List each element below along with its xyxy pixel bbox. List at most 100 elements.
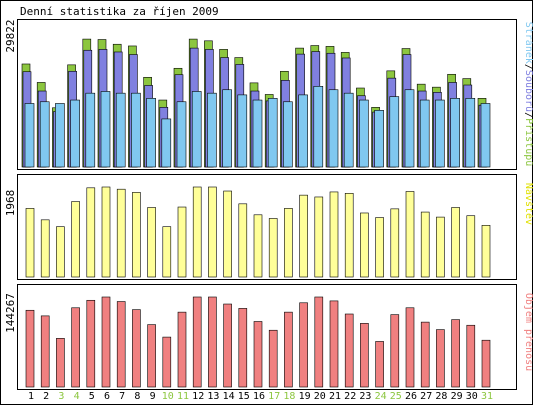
bar-pages-day-25 (389, 96, 400, 168)
bar-visits-day-21 (329, 191, 339, 278)
bar-visits-day-16 (253, 214, 263, 278)
bar-pages-day-15 (237, 94, 248, 168)
x-label-day-23: 23 (359, 391, 371, 402)
bar-volume-day-29 (451, 319, 460, 388)
legend-top: Stránek/Souborů/Přístupů (523, 22, 533, 167)
bar-visits-day-11 (177, 206, 187, 278)
x-label-day-7: 7 (119, 391, 125, 402)
x-label-day-15: 15 (238, 391, 250, 402)
bar-volume-day-19 (299, 302, 308, 388)
bar-visits-day-30 (466, 215, 476, 278)
x-label-day-11: 11 (177, 391, 189, 402)
bar-volume-day-3 (56, 338, 65, 388)
x-label-day-5: 5 (89, 391, 95, 402)
bar-visits-day-2 (40, 219, 50, 278)
legend-top-part-5: Přístupů (523, 118, 533, 166)
bar-pages-day-10 (161, 118, 172, 168)
x-label-day-22: 22 (344, 391, 356, 402)
x-label-day-30: 30 (466, 391, 478, 402)
bar-visits-day-28 (436, 216, 445, 278)
bar-volume-day-9 (147, 324, 156, 388)
bar-pages-day-12 (191, 91, 202, 168)
bar-visits-day-22 (344, 193, 354, 278)
bar-volume-day-2 (40, 315, 50, 388)
bar-pages-day-19 (298, 94, 308, 168)
x-label-day-19: 19 (299, 391, 311, 402)
chart-title: Denní statistika za říjen 2009 (20, 5, 219, 18)
bar-visits-day-13 (208, 186, 217, 278)
x-label-day-28: 28 (435, 391, 447, 402)
x-label-day-24: 24 (375, 391, 387, 402)
x-label-day-10: 10 (162, 391, 174, 402)
bar-visits-day-26 (405, 191, 415, 278)
bar-visits-day-3 (56, 226, 65, 278)
bar-volume-day-26 (405, 307, 415, 388)
panel-frame-3 (17, 284, 517, 390)
x-label-day-1: 1 (28, 391, 34, 402)
bar-visits-day-24 (375, 217, 384, 278)
x-label-day-17: 17 (268, 391, 280, 402)
legend-top-part-3: Souborů (523, 70, 533, 112)
bar-volume-day-11 (177, 311, 187, 388)
bar-volume-day-10 (162, 336, 172, 388)
bar-visits-day-9 (147, 207, 156, 278)
bar-pages-day-21 (328, 89, 339, 168)
legend-top-part-2: / (523, 64, 533, 70)
bar-pages-day-23 (359, 99, 369, 168)
bar-visits-day-29 (451, 207, 460, 278)
bar-visits-day-23 (360, 212, 369, 278)
legend-visits: Návštěv (523, 183, 533, 225)
bar-pages-day-3 (55, 103, 65, 168)
bar-volume-day-30 (466, 324, 476, 388)
bar-visits-day-7 (116, 188, 126, 278)
bar-pages-day-8 (131, 92, 141, 168)
x-axis-labels: 1 2 3 4 5 6 7 8 9 10 11 12 13 14 15 16 17 18 19 20 21 22 23 24 2… (28, 391, 493, 402)
bar-visits-day-12 (192, 186, 202, 278)
bar-volume-day-6 (101, 296, 111, 388)
x-label-day-21: 21 (329, 391, 341, 402)
bar-visits-day-18 (284, 208, 293, 278)
x-label-day-29: 29 (451, 391, 463, 402)
x-label-day-25: 25 (390, 391, 402, 402)
bar-pages-day-6 (100, 91, 111, 168)
bar-volume-day-7 (116, 301, 126, 388)
x-label-day-31: 31 (481, 391, 493, 402)
bar-volume-day-31 (481, 339, 491, 388)
bar-volume-day-8 (132, 309, 141, 388)
bar-pages-day-30 (465, 98, 476, 168)
bar-volume-day-12 (192, 296, 202, 388)
bar-volume-day-27 (420, 321, 430, 388)
x-label-day-27: 27 (420, 391, 432, 402)
x-label-day-16: 16 (253, 391, 265, 402)
bar-pages-day-16 (252, 99, 263, 168)
bar-pages-day-7 (115, 92, 126, 168)
legend-top-part-1: Stránek (523, 22, 533, 64)
bar-volume-day-21 (329, 300, 339, 388)
bar-visits-day-14 (223, 190, 232, 278)
bar-pages-day-24 (374, 110, 384, 168)
legend-top-part-4: / (523, 112, 533, 118)
panels-group: 29822 1968 144267 (4, 19, 517, 390)
panel-frame-2 (17, 174, 517, 280)
y-max-label-1: 29822 (4, 19, 17, 52)
bar-volume-day-16 (253, 321, 263, 388)
bar-volume-day-18 (284, 311, 293, 388)
bar-volume-day-17 (268, 329, 278, 388)
bar-volume-day-5 (86, 299, 96, 388)
bar-visits-day-27 (420, 211, 430, 278)
bar-pages-day-20 (313, 86, 324, 168)
bar-visits-day-10 (162, 226, 172, 278)
bar-visits-day-25 (390, 208, 400, 278)
bar-pages-day-27 (419, 99, 430, 168)
bar-volume-day-28 (436, 329, 445, 388)
bar-visits-day-31 (481, 225, 491, 278)
bar-volume-day-4 (71, 307, 80, 388)
x-label-day-13: 13 (207, 391, 219, 402)
bar-volume-day-13 (208, 296, 217, 388)
x-label-day-9: 9 (150, 391, 156, 402)
panel-frame-1 (17, 19, 517, 170)
bar-pages-day-1 (24, 103, 35, 168)
legend-volume: Objem přenosu (523, 293, 533, 371)
